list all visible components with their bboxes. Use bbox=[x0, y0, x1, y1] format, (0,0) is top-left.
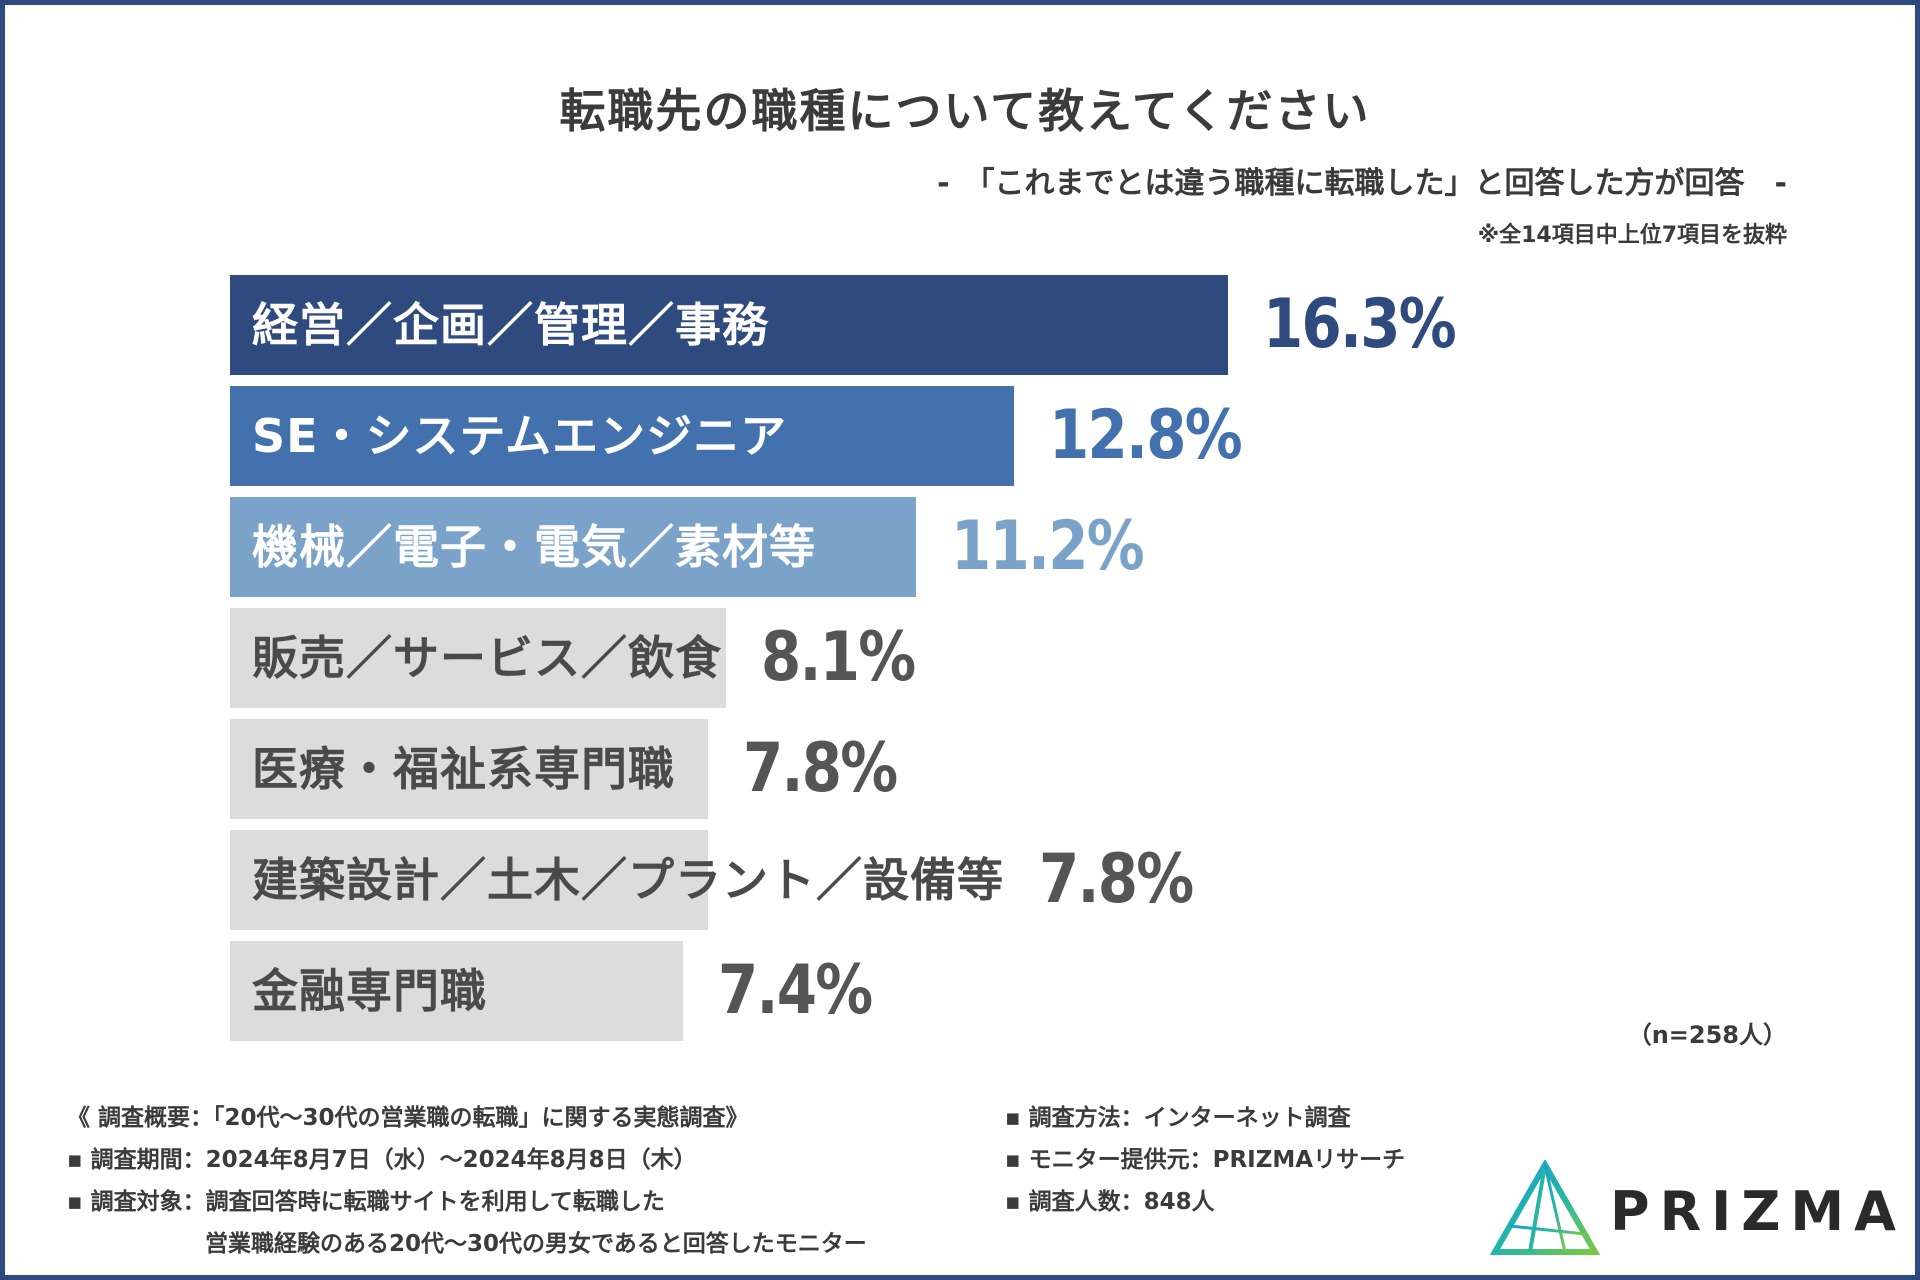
bar bbox=[230, 941, 684, 1041]
survey-target-line1: ▪ 調査対象：調査回答時に転職サイトを利用して転職した bbox=[67, 1189, 665, 1215]
survey-method: ▪ 調査方法：インターネット調査 bbox=[1005, 1105, 1351, 1131]
bar-chart: 経営／企画／管理／事務 16.3% SE・システムエンジニア 12.8% 機械／電子・電… bbox=[230, 275, 1730, 1045]
bar-value-label: 7.8% bbox=[742, 729, 898, 808]
bar-label: 建築設計／土木／プラント／設備等 bbox=[252, 853, 1004, 907]
bar bbox=[230, 497, 916, 597]
bar bbox=[230, 386, 1014, 486]
bar bbox=[230, 608, 727, 708]
prizma-logo-text: PRIZMA bbox=[1610, 1180, 1906, 1243]
sample-size-note: （n=258人） bbox=[1627, 1021, 1787, 1049]
bar-value-label: 7.4% bbox=[718, 951, 873, 1030]
bar-value-label: 12.8% bbox=[1049, 396, 1243, 475]
bar-label: 経営／企画／管理／事務 bbox=[252, 298, 769, 352]
bar-label: SE・システムエンジニア bbox=[252, 409, 788, 463]
bar-label: 機械／電子・電気／素材等 bbox=[252, 520, 816, 574]
prizma-logo-icon bbox=[1489, 1158, 1601, 1255]
bar-value-label: 7.8% bbox=[1039, 840, 1194, 919]
survey-period: ▪ 調査期間：2024年8月7日（水）～2024年8月8日（木） bbox=[67, 1147, 697, 1173]
survey-count: ▪ 調査人数：848人 bbox=[1005, 1189, 1215, 1215]
prizma-logo: PRIZMA bbox=[1489, 1158, 1896, 1260]
bar bbox=[230, 719, 708, 819]
bar-value-label: 11.2% bbox=[951, 507, 1145, 586]
bar-value-label: 8.1% bbox=[761, 618, 916, 697]
excerpt-note: ※全14項目中上位7項目を抜粋 bbox=[1477, 223, 1787, 248]
bar-label: 金融専門職 bbox=[252, 964, 487, 1018]
chart-title: 転職先の職種について教えてください bbox=[559, 84, 1371, 138]
chart-subtitle: - 「これまでとは違う職種に転職した」と回答した方が回答 - bbox=[937, 166, 1787, 201]
bar bbox=[230, 830, 708, 930]
bar-value-label: 16.3% bbox=[1263, 285, 1457, 364]
bar-label: 販売／サービス／飲食 bbox=[252, 631, 722, 685]
bar bbox=[230, 275, 1229, 375]
bar-label: 医療・福祉系専門職 bbox=[252, 742, 675, 796]
survey-overview: 《 調査概要：「20代～30代の営業職の転職」に関する実態調査》 bbox=[67, 1105, 749, 1131]
monitor-provider: ▪ モニター提供元：PRIZMAリサーチ bbox=[1005, 1147, 1406, 1173]
survey-target-line2: 営業職経験のある20代～30代の男女であると回答したモニター bbox=[205, 1231, 867, 1257]
